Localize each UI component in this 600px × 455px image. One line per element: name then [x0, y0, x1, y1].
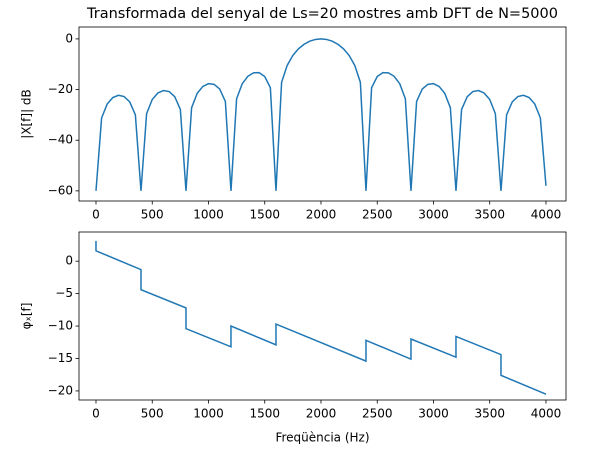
x-tick-label: 3000	[418, 208, 449, 222]
x-tick-label: 3500	[474, 407, 505, 421]
x-tick-label: 2500	[362, 407, 393, 421]
y-tick-label: −5	[55, 286, 73, 300]
y-tick-label: −15	[48, 351, 73, 365]
x-tick-label: 500	[141, 208, 164, 222]
y-tick-label: 0	[65, 31, 73, 45]
x-tick-label: 0	[92, 208, 100, 222]
axes-frame	[78, 26, 567, 202]
chart-title: Transformada del senyal de Ls=20 mostres…	[86, 6, 558, 22]
x-tick-label: 4000	[531, 407, 562, 421]
axes-frame	[78, 231, 567, 401]
data-line	[95, 240, 547, 395]
x-tick-label: 3000	[418, 407, 449, 421]
x-tick-label: 2500	[362, 208, 393, 222]
x-tick-label: 1500	[249, 208, 280, 222]
data-line	[95, 38, 547, 191]
x-tick-label: 500	[141, 407, 164, 421]
y-axis-label: φₓ[f]	[20, 303, 34, 330]
x-tick-label: 1000	[193, 407, 224, 421]
y-tick-label: −10	[48, 319, 73, 333]
x-tick-label: 3500	[474, 208, 505, 222]
x-tick-label: 1500	[249, 407, 280, 421]
y-tick-label: −20	[48, 383, 73, 397]
y-tick-label: −60	[48, 183, 73, 197]
x-tick-label: 2000	[306, 407, 337, 421]
y-tick-label: −40	[48, 133, 73, 147]
y-tick-label: 0	[65, 254, 73, 268]
x-tick-label: 4000	[531, 208, 562, 222]
x-tick-label: 2000	[306, 208, 337, 222]
y-tick-label: −20	[48, 82, 73, 96]
x-tick-label: 0	[92, 407, 100, 421]
x-axis-label: Freqüència (Hz)	[275, 431, 369, 445]
x-tick-label: 1000	[193, 208, 224, 222]
y-axis-label: |X[f]| dB	[20, 89, 34, 139]
